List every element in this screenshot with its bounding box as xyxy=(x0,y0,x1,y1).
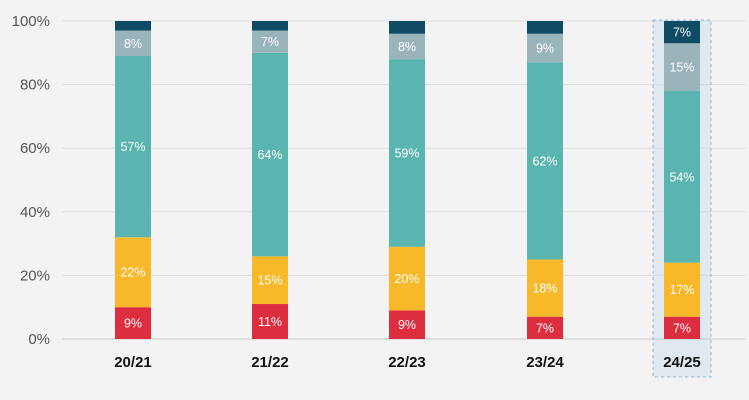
data-label: 7% xyxy=(261,35,279,49)
y-tick-label: 60% xyxy=(20,140,50,157)
bar-segment xyxy=(664,316,700,339)
bar-segment xyxy=(389,246,425,311)
bar-segment xyxy=(252,52,288,257)
y-tick-label: 80% xyxy=(20,77,50,94)
bar-segment xyxy=(389,59,425,247)
y-tick-label: 100% xyxy=(12,13,50,30)
x-tick-label: 22/23 xyxy=(388,354,426,371)
data-label: 18% xyxy=(532,282,557,296)
bar-segment xyxy=(252,256,288,305)
data-label: 9% xyxy=(398,318,416,332)
data-label: 8% xyxy=(124,37,142,51)
y-tick-label: 20% xyxy=(20,267,50,284)
data-label: 22% xyxy=(120,266,145,280)
data-label: 20% xyxy=(394,272,419,286)
bar-segment xyxy=(115,30,151,56)
data-label: 11% xyxy=(258,315,282,329)
bar-segment xyxy=(664,262,700,317)
y-tick-label: 0% xyxy=(28,331,50,348)
bar-segment xyxy=(527,62,563,260)
y-axis: 0% 20% 40% 60% 80% 100% xyxy=(12,13,50,348)
data-label: 9% xyxy=(536,42,554,56)
data-label: 7% xyxy=(673,26,691,40)
y-tick-label: 40% xyxy=(20,204,50,221)
data-label: 62% xyxy=(532,154,557,168)
data-label: 15% xyxy=(257,274,282,288)
x-tick-label: 24/25 xyxy=(663,354,701,371)
data-label: 15% xyxy=(669,61,694,75)
bar-segment xyxy=(115,237,151,308)
bar-segment xyxy=(252,30,288,53)
data-labels: 9% 22% 57% 8% 11% 15% 64% 7% 9% 20% 59% 8% 7% 18% 62% 9… xyxy=(120,26,694,336)
bar-segment xyxy=(664,43,700,91)
data-label: 7% xyxy=(536,321,554,335)
bar-segment xyxy=(664,21,700,44)
data-label: 9% xyxy=(124,317,142,331)
x-axis: 20/21 21/22 22/23 23/24 24/25 xyxy=(114,354,701,371)
bars xyxy=(115,21,700,339)
bar-segment xyxy=(115,55,151,238)
data-label: 7% xyxy=(673,321,691,335)
data-label: 54% xyxy=(669,170,694,184)
bar-segment xyxy=(115,21,151,31)
x-tick-label: 23/24 xyxy=(526,354,564,371)
bar-segment xyxy=(527,316,563,339)
data-label: 17% xyxy=(669,283,694,297)
bar-segment xyxy=(527,33,563,63)
bar-segment xyxy=(389,310,425,339)
bar-segment xyxy=(389,21,425,34)
data-label: 64% xyxy=(257,148,282,162)
bar-segment xyxy=(252,21,288,31)
bar-segment xyxy=(389,33,425,60)
data-label: 57% xyxy=(120,140,145,154)
data-label: 8% xyxy=(398,40,416,54)
x-tick-label: 21/22 xyxy=(251,354,289,371)
data-label: 59% xyxy=(394,146,419,160)
bar-segment xyxy=(664,90,700,263)
bar-segment xyxy=(527,259,563,317)
x-tick-label: 20/21 xyxy=(114,354,152,371)
bar-segment xyxy=(115,307,151,339)
bar-segment xyxy=(527,21,563,34)
bar-segment xyxy=(252,304,288,339)
